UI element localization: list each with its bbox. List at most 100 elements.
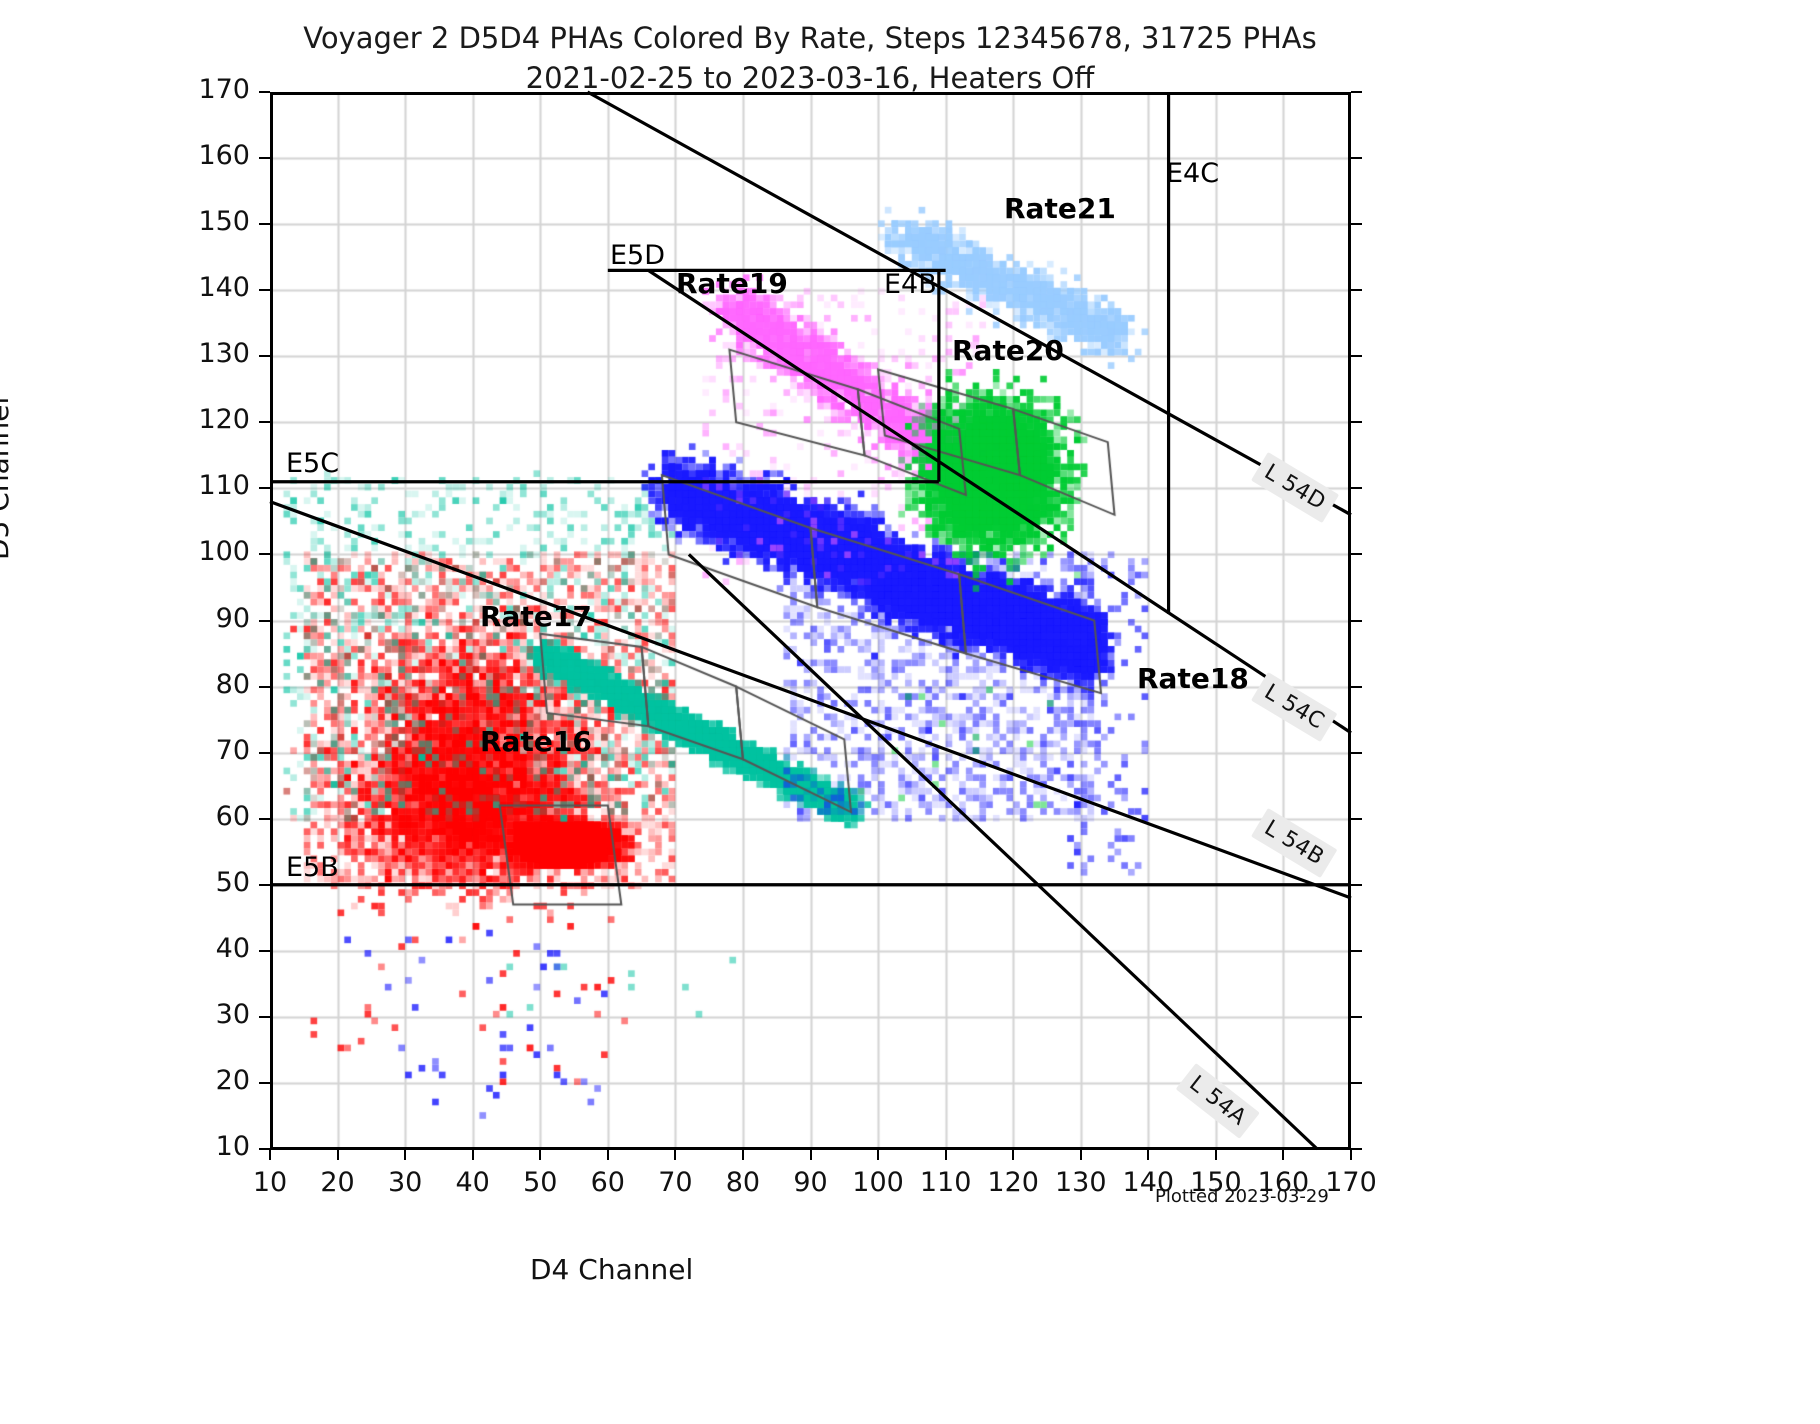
rate-label-rate17: Rate17 [480, 600, 592, 633]
x-tick-label: 110 [919, 1167, 972, 1198]
y-tick-mark [259, 883, 270, 886]
y-tick-mark-right [1351, 883, 1362, 886]
edge-label-e5d: E5D [610, 240, 666, 271]
x-tick-label: 50 [523, 1167, 558, 1198]
x-tick-label: 150 [1190, 1167, 1242, 1198]
x-tick-mark [269, 1149, 271, 1160]
rate-label-rate21: Rate21 [1004, 192, 1116, 225]
y-tick-label: 170 [198, 74, 250, 105]
x-tick-mark [1079, 1149, 1082, 1160]
y-tick-mark-right [1351, 157, 1362, 160]
x-tick-mark [471, 1149, 474, 1160]
y-tick-mark-right [1351, 949, 1362, 952]
y-tick-mark [259, 553, 270, 556]
x-tick-label: 130 [1054, 1167, 1107, 1198]
edge-label-e5c: E5C [286, 448, 340, 479]
y-tick-mark-right [1351, 1081, 1362, 1084]
x-tick-label: 40 [455, 1167, 490, 1198]
plotted-date: Plotted 2023-03-29 [1155, 1186, 1329, 1207]
y-tick-mark [259, 751, 270, 754]
y-tick-mark [259, 487, 270, 490]
x-axis-top-line [270, 92, 1351, 95]
x-tick-mark [1282, 1149, 1285, 1160]
y-tick-mark-right [1351, 421, 1362, 424]
y-tick-label: 90 [215, 602, 250, 634]
y-tick-mark-right [1351, 487, 1362, 490]
x-axis-label: D4 Channel [530, 1253, 694, 1286]
y-tick-mark-right [1351, 751, 1362, 754]
x-tick-mark [877, 1149, 880, 1160]
x-tick-mark [1350, 1149, 1352, 1160]
x-tick-mark [944, 1149, 947, 1160]
y-tick-label: 160 [198, 140, 250, 172]
x-tick-mark [606, 1149, 609, 1160]
x-tick-label: 80 [725, 1167, 761, 1198]
y-tick-mark [259, 421, 270, 424]
reference-line-l54b [269, 500, 1352, 900]
y-tick-mark [259, 817, 270, 820]
edge-label-e4c: E4C [1166, 158, 1220, 189]
edge-label-e4b: E4B [884, 269, 937, 300]
y-tick-mark-right [1351, 1015, 1362, 1018]
y-axis-right-line [1348, 92, 1351, 1149]
y-tick-label: 40 [215, 932, 250, 964]
rate-label-rate20: Rate20 [952, 334, 1064, 367]
y-tick-mark [259, 355, 270, 358]
y-tick-label: 50 [215, 866, 250, 898]
y-tick-mark [259, 91, 270, 93]
x-tick-label: 10 [252, 1167, 288, 1198]
y-tick-mark [259, 685, 270, 688]
x-tick-mark [809, 1149, 812, 1160]
x-tick-label: 90 [793, 1167, 828, 1198]
y-tick-mark-right [1351, 91, 1362, 93]
y-tick-label: 30 [215, 998, 250, 1030]
rate-label-rate19: Rate19 [676, 267, 788, 300]
overlay-lines [269, 90, 1352, 1151]
x-tick-mark [336, 1149, 339, 1160]
y-tick-mark-right [1351, 355, 1362, 358]
x-tick-label: 60 [590, 1167, 625, 1198]
y-tick-label: 120 [198, 404, 250, 436]
y-tick-label: 150 [198, 206, 250, 238]
y-tick-label: 60 [215, 800, 250, 832]
x-tick-label: 30 [387, 1167, 423, 1198]
y-tick-mark-right [1351, 685, 1362, 688]
x-tick-label: 170 [1325, 1167, 1377, 1198]
x-tick-mark [1012, 1149, 1015, 1160]
y-tick-label: 80 [215, 668, 250, 700]
chart-title: Voyager 2 D5D4 PHAs Colored By Rate, Ste… [303, 21, 1317, 95]
y-tick-mark-right [1351, 289, 1362, 292]
rate-label-rate18: Rate18 [1137, 662, 1249, 695]
y-tick-mark-right [1351, 1148, 1362, 1150]
y-tick-mark [259, 223, 270, 226]
x-tick-mark [404, 1149, 407, 1160]
y-tick-label: 20 [215, 1064, 250, 1096]
y-tick-label: 70 [215, 734, 250, 766]
x-axis-line [270, 1147, 1351, 1150]
y-tick-label: 100 [198, 536, 250, 568]
x-tick-label: 70 [658, 1167, 693, 1198]
y-tick-mark [259, 1015, 270, 1018]
rate-label-rate16: Rate16 [480, 725, 592, 758]
y-tick-mark [259, 157, 270, 160]
x-tick-mark [1147, 1149, 1150, 1160]
y-tick-mark [259, 1081, 270, 1084]
reference-line-l54c [647, 269, 1352, 735]
reference-line-l54d [586, 90, 1352, 517]
y-tick-mark-right [1351, 817, 1362, 820]
x-tick-mark [1214, 1149, 1217, 1160]
x-tick-label: 120 [987, 1167, 1039, 1198]
y-tick-label: 130 [198, 338, 250, 370]
plot-area [269, 90, 1352, 1151]
x-tick-label: 160 [1257, 1167, 1310, 1198]
y-tick-mark-right [1351, 223, 1362, 226]
y-tick-label: 10 [215, 1131, 250, 1162]
x-tick-mark [674, 1149, 677, 1160]
y-tick-label: 140 [198, 272, 250, 304]
y-tick-mark [259, 619, 270, 622]
y-tick-label: 110 [198, 470, 250, 502]
y-tick-mark-right [1351, 553, 1362, 556]
y-tick-mark [259, 1148, 270, 1150]
edge-label-e5b: E5B [286, 852, 339, 883]
